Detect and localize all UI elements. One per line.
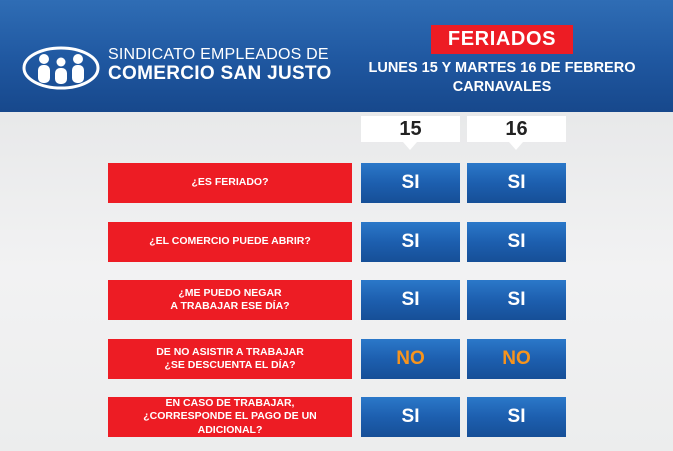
answer-15-comercio-abrir: SI	[361, 222, 460, 262]
answer-15-pago-adicional: SI	[361, 397, 460, 437]
header-band: SINDICATO EMPLEADOS DE COMERCIO SAN JUST…	[0, 0, 673, 112]
org-name-line2: COMERCIO SAN JUSTO	[108, 62, 332, 84]
question-pago-adicional: EN CASO DE TRABAJAR, ¿CORRESPONDE EL PAG…	[108, 397, 352, 437]
answer-15-feriado: SI	[361, 163, 460, 203]
org-name-line1: SINDICATO EMPLEADOS DE	[108, 46, 329, 63]
answer-16-descuenta-dia: NO	[467, 339, 566, 379]
answer-15-descuenta-dia: NO	[361, 339, 460, 379]
answer-16-negar-trabajar: SI	[467, 280, 566, 320]
question-descuenta-dia: DE NO ASISTIR A TRABAJAR ¿SE DESCUENTA E…	[108, 339, 352, 379]
answer-16-comercio-abrir: SI	[467, 222, 566, 262]
dates-subtitle: LUNES 15 Y MARTES 16 DE FEBRERO	[368, 60, 636, 76]
feriados-tag: FERIADOS	[431, 25, 573, 54]
question-negar-trabajar: ¿ME PUEDO NEGAR A TRABAJAR ESE DÍA?	[108, 280, 352, 320]
column-header-16: 16	[467, 116, 566, 150]
column-header-15: 15	[361, 116, 460, 150]
question-comercio-abrir: ¿EL COMERCIO PUEDE ABRIR?	[108, 222, 352, 262]
answer-16-pago-adicional: SI	[467, 397, 566, 437]
question-feriado: ¿ES FERIADO?	[108, 163, 352, 203]
answer-15-negar-trabajar: SI	[361, 280, 460, 320]
family-people-logo	[22, 46, 100, 90]
holiday-name: CARNAVALES	[452, 79, 552, 95]
answer-16-feriado: SI	[467, 163, 566, 203]
organization-name: SINDICATO EMPLEADOS DE COMERCIO SAN JUST…	[108, 46, 332, 84]
